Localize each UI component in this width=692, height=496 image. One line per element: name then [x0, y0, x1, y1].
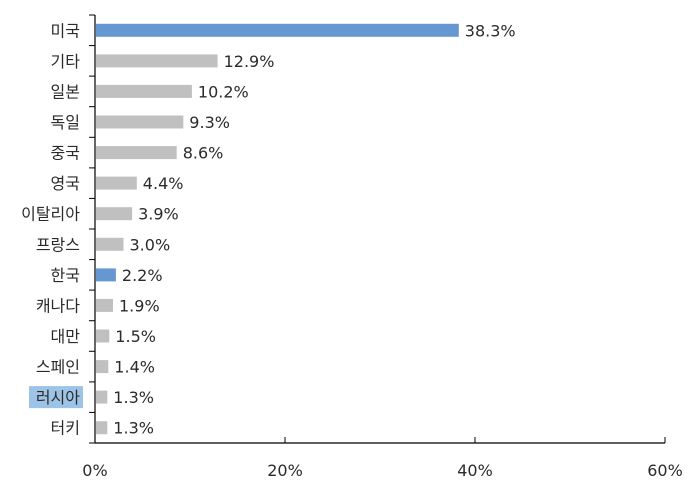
bar-10: [96, 329, 110, 343]
category-label-highlights: [29, 386, 83, 409]
value-label-8: 2.2%: [122, 266, 163, 285]
category-label-12: 러시아: [36, 388, 80, 407]
bar-6: [96, 207, 133, 221]
category-label-9: 캐나다: [36, 296, 80, 315]
x-tick-labels: 0% 20% 40% 60%: [82, 461, 682, 480]
category-label-0: 미국: [51, 21, 80, 40]
bar-8: [96, 268, 116, 282]
bar-7: [96, 237, 124, 251]
value-label-10: 1.5%: [115, 327, 156, 346]
category-label-8: 한국: [51, 266, 80, 285]
axes: [89, 14, 666, 444]
value-label-9: 1.9%: [119, 296, 160, 315]
bar-13: [96, 421, 108, 435]
category-label-6: 이탈리아: [21, 205, 80, 224]
bar-4: [96, 146, 177, 160]
value-labels: 38.3% 12.9% 10.2% 9.3% 8.6% 4.4% 3.9% 3.0% 2.2% 1…: [113, 21, 515, 437]
category-label-13: 터키: [51, 419, 80, 438]
value-label-2: 10.2%: [198, 82, 249, 101]
category-label-5: 영국: [51, 174, 80, 193]
value-label-13: 1.3%: [113, 419, 154, 438]
value-label-6: 3.9%: [138, 205, 179, 224]
category-label-3: 독일: [51, 113, 80, 132]
value-label-3: 9.3%: [189, 113, 230, 132]
bar-0: [96, 23, 459, 37]
x-tick-label-0: 0%: [82, 461, 107, 480]
category-label-highlight-12: [29, 386, 83, 409]
category-label-11: 스페인: [36, 358, 80, 377]
value-label-7: 3.0%: [130, 235, 171, 254]
bar-3: [96, 115, 184, 129]
bar-9: [96, 298, 113, 312]
x-tick-label-1: 20%: [267, 461, 303, 480]
category-label-2: 일본: [51, 82, 80, 101]
value-label-11: 1.4%: [114, 358, 155, 377]
category-label-4: 중국: [51, 144, 80, 163]
value-label-1: 12.9%: [224, 52, 275, 71]
x-tick-label-3: 60%: [647, 461, 683, 480]
value-label-4: 8.6%: [183, 144, 224, 163]
value-label-5: 4.4%: [143, 174, 184, 193]
bar-12: [96, 390, 108, 404]
x-tick-label-2: 40%: [457, 461, 493, 480]
category-label-10: 대만: [51, 327, 81, 346]
category-label-1: 기타: [51, 52, 81, 71]
bar-2: [96, 84, 192, 98]
bar-5: [96, 176, 137, 190]
bar-1: [96, 54, 218, 68]
value-label-12: 1.3%: [113, 388, 154, 407]
value-label-0: 38.3%: [465, 21, 516, 40]
bar-11: [96, 360, 109, 374]
bars: [96, 23, 459, 435]
category-label-7: 프랑스: [36, 235, 80, 254]
